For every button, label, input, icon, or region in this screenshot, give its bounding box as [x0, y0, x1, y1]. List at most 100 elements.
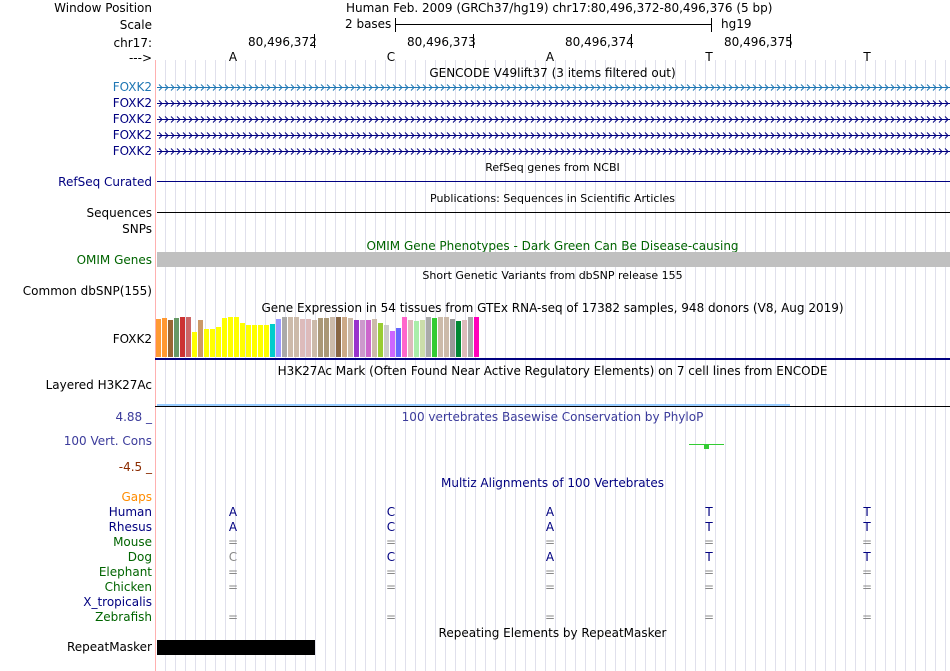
gencode-feature-1[interactable] [157, 81, 950, 93]
phylop-track-title[interactable]: 100 vertebrates Basewise Conservation by… [401, 410, 704, 424]
gtex-tissue-bar[interactable] [156, 319, 161, 357]
phylop-score-point[interactable] [704, 444, 709, 449]
gtex-tissue-bar[interactable] [318, 318, 323, 357]
gtex-tissue-bar[interactable] [336, 317, 341, 357]
gtex-tissue-bar[interactable] [366, 320, 371, 357]
repeatmasker-block[interactable] [157, 640, 315, 655]
chrom-label[interactable]: chr17: [113, 36, 152, 50]
gtex-tissue-bars[interactable] [156, 317, 536, 357]
gtex-tissue-bar[interactable] [198, 320, 203, 357]
multiz-species-label[interactable]: Rhesus [108, 520, 152, 534]
omim-track-label[interactable]: OMIM Genes [76, 253, 152, 267]
gtex-tissue-bar[interactable] [408, 320, 413, 357]
gtex-tissue-bar[interactable] [456, 321, 461, 357]
gtex-tissue-bar[interactable] [396, 328, 401, 357]
gtex-tissue-bar[interactable] [384, 325, 389, 357]
gtex-tissue-bar[interactable] [258, 325, 263, 357]
gencode-item-3[interactable]: FOXK2 [112, 112, 152, 126]
gtex-tissue-bar[interactable] [300, 319, 305, 357]
multiz-species-label[interactable]: Chicken [104, 580, 152, 594]
gtex-tissue-bar[interactable] [342, 317, 347, 357]
dbsnp-track-label[interactable]: Common dbSNP(155) [22, 284, 152, 298]
gencode-feature-5[interactable] [157, 145, 950, 157]
gtex-tissue-bar[interactable] [354, 320, 359, 357]
gtex-tissue-bar[interactable] [270, 324, 275, 357]
gtex-tissue-bar[interactable] [390, 331, 395, 357]
gtex-tissue-bar[interactable] [252, 325, 257, 357]
refseq-feature-line[interactable] [157, 181, 950, 182]
gtex-tissue-bar[interactable] [240, 323, 245, 357]
gtex-tissue-bar[interactable] [234, 317, 239, 357]
multiz-track-title[interactable]: Multiz Alignments of 100 Vertebrates [440, 476, 665, 490]
gencode-feature-4[interactable] [157, 129, 950, 141]
gtex-tissue-bar[interactable] [288, 317, 293, 357]
gtex-tissue-bar[interactable] [330, 317, 335, 357]
gtex-tissue-bar[interactable] [264, 325, 269, 357]
repeatmasker-track-label[interactable]: RepeatMasker [66, 640, 152, 654]
gtex-tissue-bar[interactable] [432, 318, 437, 357]
gtex-tissue-bar[interactable] [204, 329, 209, 357]
refseq-track-label[interactable]: RefSeq Curated [58, 175, 152, 189]
multiz-species-label[interactable]: Mouse [113, 535, 152, 549]
gtex-tissue-bar[interactable] [402, 317, 407, 357]
gtex-tissue-bar[interactable] [294, 317, 299, 357]
gtex-track-label[interactable]: FOXK2 [112, 332, 152, 346]
gencode-feature-3[interactable] [157, 113, 950, 125]
gtex-tissue-bar[interactable] [372, 319, 377, 357]
gencode-track-title[interactable]: GENCODE V49lift37 (3 items filtered out) [429, 66, 676, 80]
gtex-tissue-bar[interactable] [468, 317, 473, 357]
gtex-tissue-bar[interactable] [444, 317, 449, 357]
gtex-tissue-bar[interactable] [168, 320, 173, 357]
gencode-item-5[interactable]: FOXK2 [112, 144, 152, 158]
phylop-track-label[interactable]: 100 Vert. Cons [63, 434, 152, 448]
gtex-tissue-bar[interactable] [276, 319, 281, 357]
window-position-value[interactable]: Human Feb. 2009 (GRCh37/hg19) chr17:80,4… [346, 1, 773, 15]
snps-track-label[interactable]: SNPs [122, 222, 152, 236]
gtex-tissue-bar[interactable] [438, 317, 443, 357]
gtex-tissue-bar[interactable] [174, 318, 179, 357]
refseq-track-title[interactable]: RefSeq genes from NCBI [485, 161, 620, 174]
gtex-tissue-bar[interactable] [378, 323, 383, 357]
gtex-tissue-bar[interactable] [246, 325, 251, 357]
omim-track-title[interactable]: OMIM Gene Phenotypes - Dark Green Can Be… [366, 239, 739, 253]
gtex-track-title[interactable]: Gene Expression in 54 tissues from GTEx … [261, 301, 844, 315]
gencode-item-4[interactable]: FOXK2 [112, 128, 152, 142]
gtex-tissue-bar[interactable] [360, 320, 365, 357]
gtex-tissue-bar[interactable] [186, 317, 191, 357]
gtex-tissue-bar[interactable] [312, 320, 317, 357]
gtex-tissue-bar[interactable] [180, 317, 185, 357]
multiz-species-label[interactable]: Human [108, 505, 152, 519]
gtex-tissue-bar[interactable] [462, 320, 467, 357]
gtex-tissue-bar[interactable] [282, 317, 287, 357]
gtex-tissue-bar[interactable] [474, 317, 479, 357]
gtex-tissue-bar[interactable] [222, 318, 227, 357]
gencode-item-2[interactable]: FOXK2 [112, 96, 152, 110]
publications-feature-line[interactable] [157, 212, 950, 213]
gtex-tissue-bar[interactable] [324, 318, 329, 357]
gtex-tissue-bar[interactable] [420, 320, 425, 357]
gtex-tissue-bar[interactable] [228, 317, 233, 357]
gtex-tissue-bar[interactable] [426, 317, 431, 357]
multiz-species-label[interactable]: Dog [127, 550, 152, 564]
gencode-item-1[interactable]: FOXK2 [112, 80, 152, 94]
omim-gene-bar[interactable] [157, 252, 950, 267]
gtex-tissue-bar[interactable] [192, 332, 197, 357]
publications-track-label[interactable]: Sequences [86, 206, 152, 220]
gtex-tissue-bar[interactable] [306, 319, 311, 357]
h3k27ac-signal[interactable] [157, 404, 790, 407]
multiz-species-label[interactable]: Elephant [98, 565, 152, 579]
multiz-species-label[interactable]: X_tropicalis [83, 595, 152, 609]
gencode-feature-2[interactable] [157, 97, 950, 109]
gtex-tissue-bar[interactable] [414, 321, 419, 357]
gtex-tissue-bar[interactable] [450, 319, 455, 357]
repeatmasker-track-title[interactable]: Repeating Elements by RepeatMasker [438, 626, 667, 640]
publications-track-title[interactable]: Publications: Sequences in Scientific Ar… [430, 192, 675, 205]
gtex-tissue-bar[interactable] [162, 318, 167, 357]
h3k27ac-track-title[interactable]: H3K27Ac Mark (Often Found Near Active Re… [277, 364, 828, 378]
gtex-tissue-bar[interactable] [348, 318, 353, 357]
multiz-species-label[interactable]: Zebrafish [95, 610, 152, 624]
h3k27ac-track-label[interactable]: Layered H3K27Ac [45, 378, 152, 392]
gtex-tissue-bar[interactable] [210, 329, 215, 357]
dbsnp-track-title[interactable]: Short Genetic Variants from dbSNP releas… [422, 269, 683, 282]
gtex-tissue-bar[interactable] [216, 327, 221, 357]
